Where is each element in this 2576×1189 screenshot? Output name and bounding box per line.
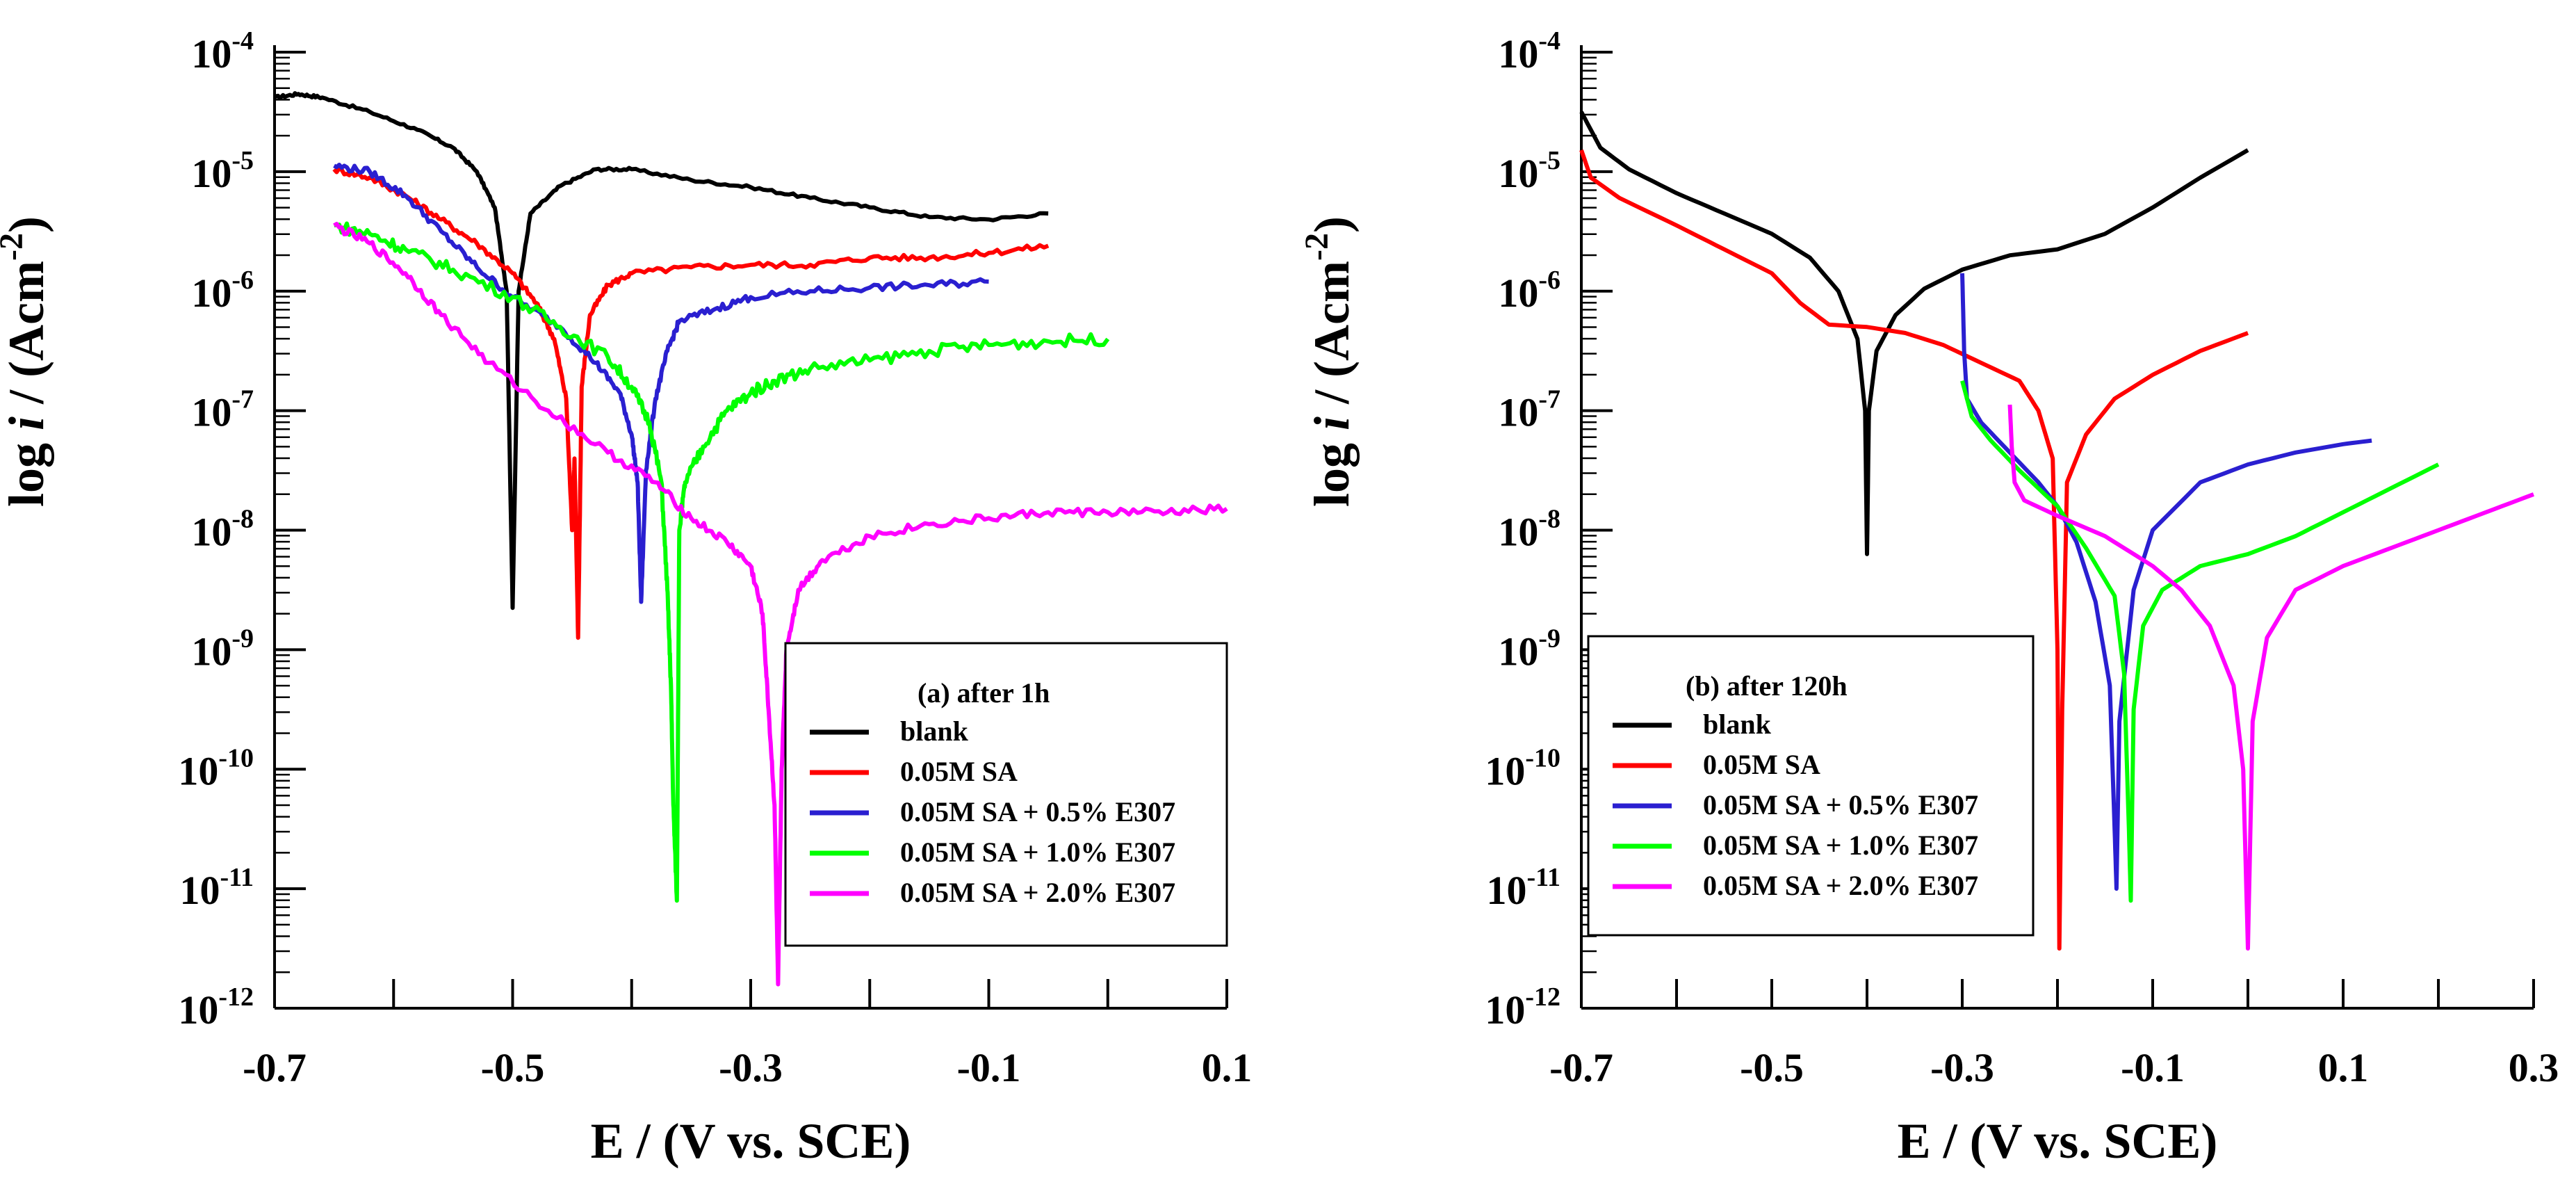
legend-label-0: blank bbox=[900, 715, 969, 747]
x-tick-label: 0.3 bbox=[2509, 1045, 2559, 1090]
legend-label-3: 0.05M SA + 1.0% E307 bbox=[1703, 830, 1978, 861]
x-tick-label: -0.3 bbox=[1930, 1045, 1994, 1090]
legend-title: (a) after 1h bbox=[918, 677, 1050, 709]
legend-label-2: 0.05M SA + 0.5% E307 bbox=[900, 796, 1175, 827]
y-tick-label: 10-9 bbox=[191, 624, 254, 674]
series-line-2 bbox=[1960, 273, 2372, 891]
legend: (b) after 120h blank 0.05M SA 0.05M SA + 0.… bbox=[1587, 635, 2035, 937]
series-line-4 bbox=[2007, 404, 2535, 951]
legend-label-1: 0.05M SA bbox=[1703, 749, 1820, 780]
x-tick-label: 0.1 bbox=[1202, 1045, 1253, 1090]
x-tick-label: -0.1 bbox=[957, 1045, 1021, 1090]
y-axis-title: log i / (Acm-2) bbox=[1298, 216, 1360, 507]
series-line-0 bbox=[273, 91, 1049, 610]
y-tick-label: 10-6 bbox=[1498, 266, 1560, 316]
chart-b: 10-12 10-11 10-10 10-9 10-8 10-7 10-6 10-5 10-4 -… bbox=[1298, 26, 2559, 1169]
y-tick-label: 10-5 bbox=[1498, 146, 1560, 196]
legend-label-3: 0.05M SA + 1.0% E307 bbox=[900, 836, 1175, 868]
series-line-2 bbox=[333, 163, 989, 604]
y-tick-label: 10-11 bbox=[179, 863, 254, 913]
legend: (a) after 1h blank 0.05M SA 0.05M SA + 0.5%… bbox=[784, 642, 1228, 947]
y-tick-label: 10-10 bbox=[178, 743, 254, 793]
y-tick-label: 10-8 bbox=[191, 505, 254, 555]
x-axis-title: E / (V vs. SCE) bbox=[591, 1113, 911, 1169]
x-tick-label: -0.1 bbox=[2121, 1045, 2185, 1090]
y-tick-label: 10-8 bbox=[1498, 505, 1560, 555]
series-line-1 bbox=[332, 166, 1050, 640]
y-tick-label: 10-5 bbox=[191, 146, 254, 196]
series-line-1 bbox=[1579, 149, 2249, 951]
legend-label-1: 0.05M SA bbox=[900, 756, 1018, 787]
legend-title: (b) after 120h bbox=[1686, 670, 1848, 702]
x-tick-label: -0.7 bbox=[1549, 1045, 1613, 1090]
x-tick-label: -0.7 bbox=[243, 1045, 307, 1090]
y-axis-title: log i / (Acm-2) bbox=[0, 216, 54, 507]
x-axis-title: E / (V vs. SCE) bbox=[1898, 1113, 2218, 1169]
x-tick-label: 0.1 bbox=[2318, 1045, 2369, 1090]
x-tick-label: -0.5 bbox=[481, 1045, 545, 1090]
y-tick-label: 10-12 bbox=[1485, 982, 1560, 1033]
series-line-4 bbox=[333, 222, 1228, 987]
series-line-0 bbox=[1579, 111, 2249, 556]
legend-label-4: 0.05M SA + 2.0% E307 bbox=[900, 877, 1175, 908]
y-tick-label: 10-6 bbox=[191, 266, 254, 316]
x-tick-label: -0.3 bbox=[719, 1045, 783, 1090]
x-tick-label: -0.5 bbox=[1740, 1045, 1804, 1090]
y-tick-label: 10-4 bbox=[1498, 26, 1560, 76]
series-line-3 bbox=[333, 221, 1110, 903]
y-tick-label: 10-9 bbox=[1498, 624, 1560, 674]
legend-label-4: 0.05M SA + 2.0% E307 bbox=[1703, 870, 1978, 901]
y-tick-label: 10-7 bbox=[1498, 385, 1560, 435]
legend-label-0: blank bbox=[1703, 709, 1772, 740]
series-line-3 bbox=[1960, 380, 2440, 903]
legend-label-2: 0.05M SA + 0.5% E307 bbox=[1703, 789, 1978, 820]
y-tick-label: 10-4 bbox=[191, 26, 254, 76]
chart-a: 10-12 10-11 10-10 10-9 10-8 10-7 10-6 10-5 10-4 -… bbox=[0, 26, 1252, 1169]
y-tick-label: 10-12 bbox=[178, 982, 254, 1033]
y-tick-label: 10-7 bbox=[191, 385, 254, 435]
y-tick-label: 10-11 bbox=[1486, 863, 1560, 913]
y-tick-label: 10-10 bbox=[1485, 743, 1560, 793]
